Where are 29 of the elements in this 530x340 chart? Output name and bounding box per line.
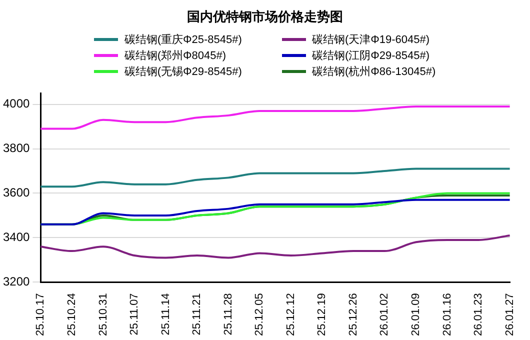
x-tick-label: 25.12.12 <box>284 293 297 336</box>
y-tick-label: 4000 <box>2 96 30 111</box>
x-tick-label: 25.12.05 <box>254 293 266 336</box>
x-tick-label: 25.11.14 <box>160 293 172 336</box>
x-tick-label: 25.12.26 <box>347 293 360 336</box>
legend-label: 碳结钢(江阴Φ29-8545#) <box>312 49 430 63</box>
x-tick-label: 26.01.27 <box>504 293 516 336</box>
y-tick-label: 3800 <box>2 141 30 156</box>
x-tick-label: 25.10.17 <box>34 293 47 336</box>
x-tick-label: 26.01.09 <box>410 293 422 336</box>
y-tick-label: 3400 <box>2 230 30 244</box>
x-tick-label: 25.10.24 <box>66 293 78 336</box>
legend-label: 碳结钢(郑州Φ8045#) <box>124 49 226 63</box>
chart-title: 国内优特钢市场价格走势图 <box>186 8 344 26</box>
legend-label: 碳结钢(无锡Φ29-8545#) <box>124 65 242 79</box>
legend-label: 碳结钢(重庆Φ25-8545#) <box>124 32 242 47</box>
x-tick-label: 26.01.23 <box>472 293 485 336</box>
x-tick-label: 26.01.02 <box>378 293 391 336</box>
line-series <box>40 168 511 188</box>
x-tick-label: 25.11.28 <box>222 293 234 336</box>
y-tick-label: 3600 <box>2 186 30 200</box>
legend-label: 碳结钢(杭州Φ86-13045#) <box>312 65 436 79</box>
x-tick-label: 25.10.31 <box>97 293 110 336</box>
x-tick-label: 26.01.16 <box>441 293 454 336</box>
x-tick-label: 25.11.21 <box>191 293 204 336</box>
y-tick-label: 3200 <box>2 274 30 288</box>
x-tick-label: 25.11.07 <box>128 293 141 336</box>
legend-label: 碳结钢(天津Φ19-6045#) <box>312 33 430 47</box>
x-tick-label: 25.12.19 <box>316 293 328 336</box>
